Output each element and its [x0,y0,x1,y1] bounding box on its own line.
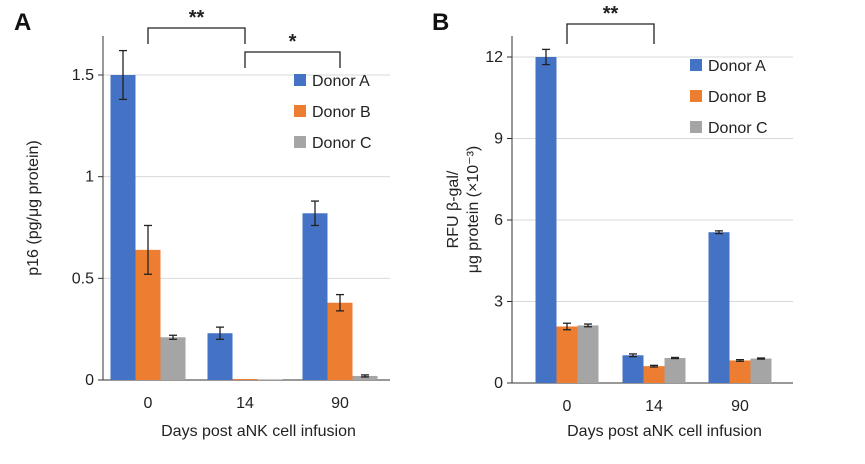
bar-donor-a-day-0 [535,57,557,383]
error-bar-donor-b-day-14 [650,364,658,368]
y-tick-label-9: 9 [494,131,503,148]
panel-a-x-axis-title: Days post aNK cell infusion [161,423,356,440]
panel-b-legend: Donor A Donor B Donor C [690,58,768,137]
bar-donor-a-day-14 [622,355,644,383]
significance-bracket-14-90: * [244,31,341,68]
y-tick-label-12: 12 [485,49,503,66]
error-bar-donor-b-day-0 [563,322,571,331]
error-bar-donor-a-day-0 [119,49,127,101]
panel-b-x-ticks: 0 14 90 [563,398,749,415]
legend-swatch-donor-b [294,105,306,117]
error-bar-donor-a-day-90 [311,200,319,227]
significance-bracket-0-14: ** [566,3,655,44]
x-tick-label-14: 14 [645,398,663,415]
panel-a-letter: A [14,9,31,36]
panel-b-gridlines [512,56,793,302]
panel-b-significance: ** [566,3,655,44]
legend-swatch-donor-a [690,59,702,71]
bracket-line [147,27,246,44]
error-bar-donor-a-day-14 [216,326,224,340]
significance-label: ** [603,3,619,25]
legend-swatch-donor-c [690,121,702,133]
legend-label-donor-c: Donor C [312,135,372,152]
x-tick-label-0: 0 [563,398,572,415]
bar-donor-a-day-14 [207,333,233,380]
significance-label: * [289,31,297,53]
legend-swatch-donor-c [294,136,306,148]
bar-donor-b-day-90 [327,302,353,380]
panel-b-x-axis-title: Days post aNK cell infusion [567,423,762,440]
error-bar-donor-c-day-0 [584,323,592,328]
bar-donor-b-day-90 [729,360,751,383]
legend-swatch-donor-a [294,74,306,86]
y-tick-label-1-5: 1.5 [72,67,94,84]
bracket-line [244,51,341,68]
legend-label-donor-a: Donor A [708,58,766,75]
y-tick-label-0: 0 [494,375,503,392]
y-tick-label-3: 3 [494,294,503,311]
y-tick-label-1: 1 [85,169,94,186]
error-bar-donor-c-day-90 [757,357,765,360]
y-tick-label-6: 6 [494,212,503,229]
bar-donor-a-day-0 [110,75,136,380]
bar-donor-a-day-90 [302,213,328,380]
panel-a-y-ticks: 0 0.5 1 1.5 [72,67,103,389]
bar-donor-c-day-0 [577,325,599,383]
significance-bracket-0-14: ** [147,7,246,44]
y-tick-label-0: 0 [85,372,94,389]
bar-donor-c-day-14 [664,358,686,383]
error-bar-donor-c-day-14 [671,356,679,360]
bar-donor-a-day-90 [708,232,730,383]
error-bar-donor-a-day-14 [629,353,637,358]
bar-donor-c-day-90 [352,375,378,380]
panel-b-letter: B [432,9,449,36]
x-tick-label-0: 0 [144,395,153,412]
error-bar-donor-b-day-90 [736,358,744,362]
legend-label-donor-b: Donor B [708,89,767,106]
panel-a-error-bars [119,49,369,378]
legend-label-donor-b: Donor B [312,104,371,121]
panel-a-y-axis-title: p16 (pg/μg protein) [25,140,42,276]
error-bar-donor-c-day-0 [169,334,177,340]
panel-a-x-ticks: 0 14 90 [144,395,349,412]
panel-b-bars [535,57,772,383]
bar-donor-c-day-0 [160,337,186,380]
panel-a-bars [110,75,378,380]
panel-b-y-axis-title-line2: μg protein (×10⁻³) [465,146,482,274]
panel-b-y-axis-title-line1: RFU β-gal/ [445,170,462,248]
error-bar-donor-b-day-0 [144,224,152,275]
bracket-line [566,23,655,44]
legend-label-donor-c: Donor C [708,120,768,137]
x-tick-label-90: 90 [731,398,749,415]
significance-label: ** [189,7,205,29]
legend-label-donor-a: Donor A [312,73,370,90]
error-bar-donor-c-day-90 [361,374,369,378]
bar-donor-b-day-0 [556,326,578,383]
panel-b-y-ticks: 0 3 6 9 12 [485,49,512,392]
bar-donor-c-day-14 [257,379,283,380]
bar-donor-c-day-90 [750,358,772,383]
bar-donor-b-day-14 [643,366,665,383]
y-tick-label-0-5: 0.5 [72,270,94,287]
error-bar-donor-a-day-0 [542,48,550,66]
x-tick-label-14: 14 [236,395,254,412]
error-bar-donor-a-day-90 [715,230,723,235]
bar-donor-b-day-14 [232,378,258,380]
panel-a-significance: *** [147,7,341,68]
panel-b-error-bars [542,48,765,368]
x-tick-label-90: 90 [331,395,349,412]
legend-swatch-donor-b [690,90,702,102]
panel-a-legend: Donor A Donor B Donor C [294,73,372,152]
error-bar-donor-b-day-90 [336,293,344,312]
